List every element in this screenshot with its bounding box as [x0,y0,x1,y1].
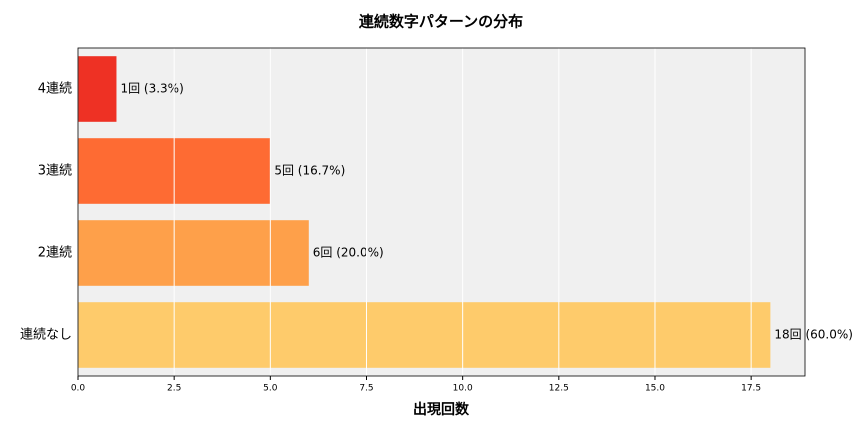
bar [78,56,117,122]
bar [78,220,309,286]
x-tick-label: 2.5 [167,384,181,394]
bar [78,302,771,368]
x-axis-label: 出現回数 [413,401,470,418]
value-label: 18回 (60.0%) [774,328,853,342]
x-tick-label: 12.5 [549,384,569,394]
y-tick-label: 4連続 [38,82,72,97]
x-tick-label: 10.0 [453,384,473,394]
x-tick-label: 0.0 [71,384,86,394]
plot-frame [77,47,806,377]
y-tick-label: 2連続 [38,246,72,261]
y-tick-label: 3連続 [38,164,72,179]
x-tick-label: 15.0 [645,384,665,394]
value-label: 6回 (20.0%) [313,246,384,260]
x-tick-label: 7.5 [359,384,373,394]
x-tick-label: 17.5 [741,384,761,394]
value-label: 1回 (3.3%) [120,82,183,96]
x-tick-label: 5.0 [263,384,278,394]
value-label: 5回 (16.7%) [274,164,345,178]
chart-title: 連続数字パターンの分布 [359,13,523,31]
y-tick-label: 連続なし [20,328,72,343]
